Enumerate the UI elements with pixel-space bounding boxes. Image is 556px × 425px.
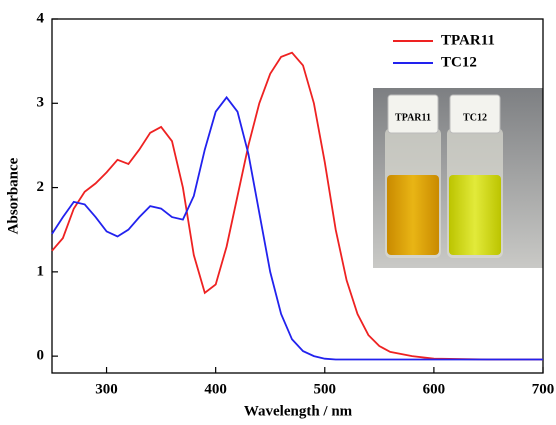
vial-label: TC12 (463, 112, 487, 123)
x-tick-label: 700 (532, 381, 555, 397)
vial-cap (449, 94, 501, 134)
liquid (387, 175, 439, 255)
y-axis-label: Absorbance (5, 157, 21, 234)
y-tick-label: 1 (37, 263, 45, 279)
y-tick-label: 0 (37, 348, 45, 364)
legend-label: TPAR11 (441, 32, 495, 48)
series-line (51, 51, 543, 361)
x-axis-label: Wavelength / nm (244, 403, 353, 419)
x-tick-label: 600 (423, 381, 446, 397)
plot-frame (51, 18, 544, 374)
series-line (51, 95, 543, 361)
y-tick-label: 3 (37, 95, 45, 111)
x-tick-label: 300 (95, 381, 118, 397)
vial-label: TPAR11 (395, 112, 431, 123)
legend-label: TC12 (441, 54, 477, 70)
liquid (449, 175, 501, 255)
vial-cap (387, 94, 439, 134)
x-tick-label: 500 (314, 381, 337, 397)
y-tick-label: 2 (37, 179, 45, 195)
inset-photo: TPAR11 TC12 (373, 88, 543, 268)
x-tick-label: 400 (204, 381, 227, 397)
y-tick-label: 4 (37, 10, 45, 26)
